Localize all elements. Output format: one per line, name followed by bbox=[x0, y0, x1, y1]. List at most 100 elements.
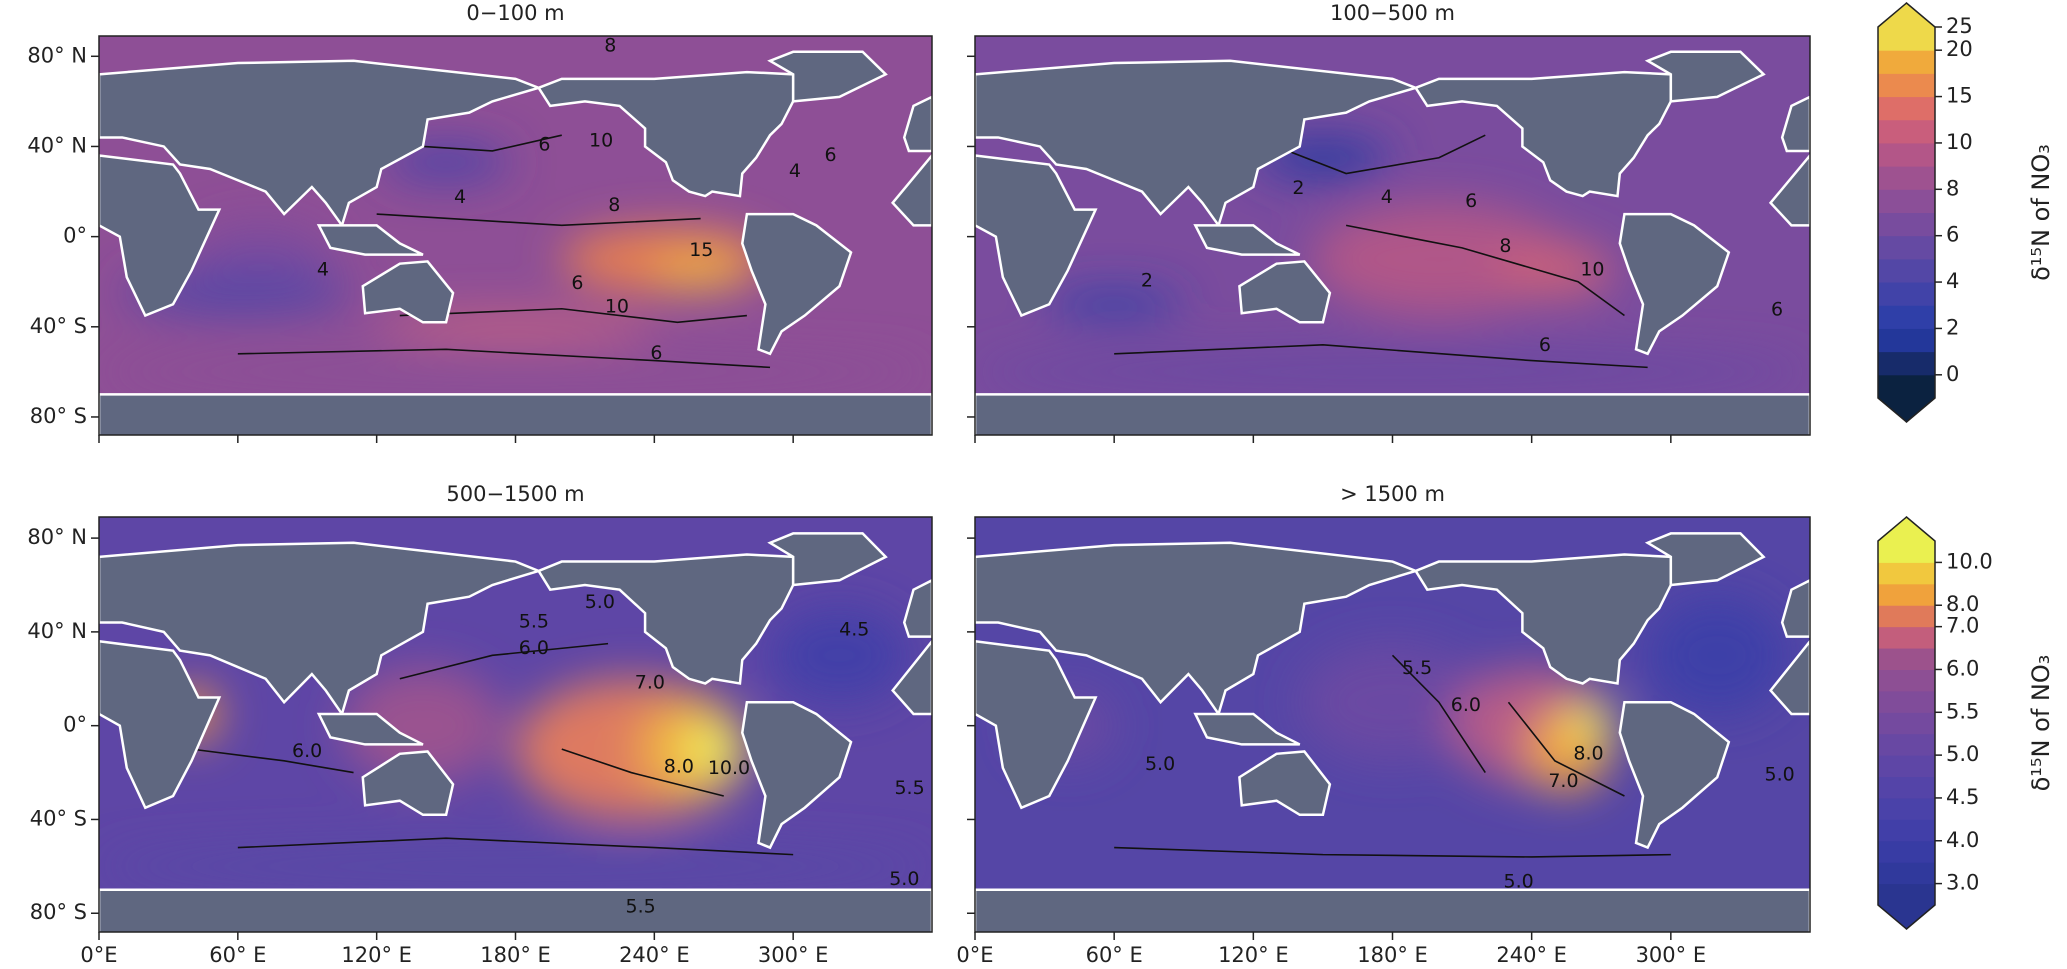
land bbox=[1413, 553, 1673, 685]
field-blob bbox=[99, 842, 932, 890]
contour-label: 5.0 bbox=[889, 868, 919, 890]
contour-line bbox=[1276, 134, 1486, 175]
colorbar-band bbox=[1878, 305, 1935, 329]
colorbar-band bbox=[1878, 142, 1935, 167]
x-tick-label: 120° E bbox=[341, 943, 412, 967]
colorbar-tick-label: 0 bbox=[1946, 362, 1959, 386]
colorbar-tick-label: 10 bbox=[1946, 130, 1973, 154]
contour-line bbox=[1507, 701, 1625, 797]
contour-line bbox=[1345, 224, 1625, 317]
x-tick-label: 180° E bbox=[480, 943, 551, 967]
colorbar-band bbox=[1878, 797, 1935, 820]
land bbox=[1780, 95, 1810, 153]
colorbar-band bbox=[1878, 119, 1935, 144]
contour-line bbox=[561, 748, 724, 797]
contour-label: 6 bbox=[824, 144, 836, 166]
colorbar-band bbox=[1878, 755, 1935, 778]
contour-line bbox=[422, 134, 562, 152]
land bbox=[99, 393, 932, 435]
map-panel bbox=[975, 36, 1810, 435]
contour-label: 4 bbox=[789, 160, 801, 182]
contour-label: 5.0 bbox=[1765, 764, 1795, 786]
colorbar-extend bbox=[1878, 398, 1935, 422]
field-blob bbox=[1288, 146, 1358, 170]
colorbar-extend bbox=[1878, 3, 1935, 27]
land bbox=[1193, 224, 1301, 256]
contour-line bbox=[191, 748, 354, 774]
colorbar-band bbox=[1878, 626, 1935, 649]
land bbox=[740, 700, 853, 850]
y-tick-label: 0° bbox=[63, 713, 87, 737]
panel-title: > 1500 m bbox=[1340, 482, 1445, 506]
colorbar-band bbox=[1878, 541, 1935, 563]
colorbar-frame bbox=[1877, 516, 1936, 930]
contour-label: 15 bbox=[689, 239, 713, 261]
contour-label: 6 bbox=[1539, 334, 1551, 356]
y-tick-label: 40° S bbox=[30, 806, 87, 830]
panel-title: 100−500 m bbox=[1330, 1, 1455, 25]
field-blob bbox=[341, 667, 504, 785]
x-tick-label: 120° E bbox=[1218, 943, 1289, 967]
colorbar-extend bbox=[1878, 517, 1935, 541]
contour-label: 6 bbox=[571, 272, 583, 294]
contour-label: 6 bbox=[1465, 190, 1477, 212]
land bbox=[767, 50, 888, 103]
contour-label: 5.0 bbox=[1145, 753, 1175, 775]
land bbox=[1413, 70, 1673, 198]
land bbox=[767, 532, 888, 587]
colorbar-tick-label: 25 bbox=[1946, 14, 1973, 38]
land bbox=[1644, 50, 1766, 103]
colorbar-band bbox=[1878, 819, 1935, 842]
land bbox=[975, 541, 1420, 717]
y-tick-label: 80° S bbox=[30, 404, 87, 428]
contour-line bbox=[1114, 344, 1648, 369]
contour-label: 8 bbox=[604, 35, 616, 57]
contour-label: 10 bbox=[589, 130, 613, 152]
land bbox=[1768, 153, 1810, 227]
colorbar-band bbox=[1878, 669, 1935, 692]
colorbar-frame bbox=[1877, 2, 1936, 423]
contour-line bbox=[237, 837, 794, 856]
land bbox=[902, 578, 932, 638]
field-blob bbox=[1647, 596, 1787, 714]
y-tick-label: 80° S bbox=[30, 900, 87, 924]
contour-line bbox=[376, 213, 701, 227]
colorbar-tick-label: 15 bbox=[1946, 84, 1973, 108]
colorbar-label: δ¹⁵N of NO₃ bbox=[2027, 655, 2055, 792]
land bbox=[536, 553, 795, 685]
contour-line bbox=[237, 348, 771, 369]
contour-label: 6.0 bbox=[1451, 694, 1481, 716]
land bbox=[1618, 700, 1731, 850]
contour-label: 2 bbox=[1292, 177, 1304, 199]
colorbar-tick-label: 3.0 bbox=[1946, 871, 1979, 895]
panel-title: 500−1500 m bbox=[446, 482, 584, 506]
contour-label: 6 bbox=[650, 342, 662, 364]
contour-line bbox=[399, 307, 747, 324]
colorbar-band bbox=[1878, 258, 1935, 283]
colorbar-tick-label: 8 bbox=[1946, 176, 1959, 200]
contour-label: 5.5 bbox=[626, 895, 656, 917]
contour-label: 8 bbox=[608, 194, 620, 216]
ocean-field bbox=[975, 135, 1810, 395]
y-tick-label: 80° N bbox=[27, 43, 87, 67]
x-tick-label: 0°E bbox=[956, 943, 993, 967]
colorbar-band bbox=[1878, 73, 1935, 98]
field-blob bbox=[1566, 706, 1613, 745]
contour-label: 4.5 bbox=[839, 619, 869, 641]
land bbox=[1618, 212, 1731, 356]
contour-line bbox=[1391, 654, 1486, 774]
x-tick-label: 300° E bbox=[1636, 943, 1707, 967]
land bbox=[99, 59, 543, 229]
land bbox=[975, 888, 1810, 932]
field-blob bbox=[684, 720, 740, 778]
colorbar-band bbox=[1878, 212, 1935, 237]
colorbar-band bbox=[1878, 351, 1935, 376]
x-tick-label: 60° E bbox=[1086, 943, 1143, 967]
contour-label: 5.5 bbox=[894, 777, 924, 799]
y-tick-label: 40° N bbox=[27, 133, 87, 157]
colorbar-band bbox=[1878, 583, 1935, 606]
colorbar-band bbox=[1878, 712, 1935, 735]
colorbar-band bbox=[1878, 733, 1935, 756]
land bbox=[975, 59, 1420, 229]
colorbar-band bbox=[1878, 235, 1935, 260]
